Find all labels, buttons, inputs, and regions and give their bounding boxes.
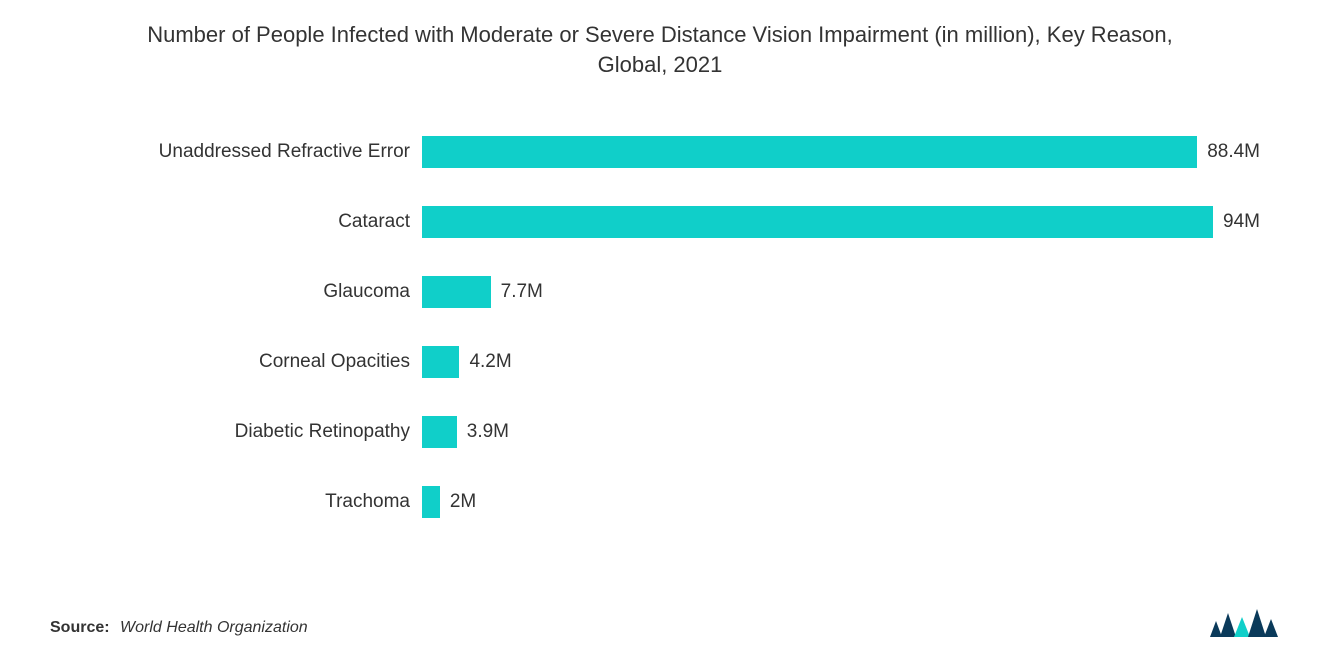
bar-row: Diabetic Retinopathy 3.9M	[60, 397, 1260, 467]
bar-track: 4.2M	[422, 346, 1260, 378]
source-line: Source: World Health Organization	[50, 619, 308, 637]
bar-row: Cataract 94M	[60, 187, 1260, 257]
value-label: 3.9M	[467, 421, 509, 443]
category-label: Unaddressed Refractive Error	[60, 141, 422, 163]
category-label: Glaucoma	[60, 281, 422, 303]
value-label: 88.4M	[1207, 141, 1260, 163]
bar-row: Trachoma 2M	[60, 467, 1260, 537]
category-label: Diabetic Retinopathy	[60, 421, 422, 443]
bar	[422, 416, 457, 448]
value-label: 4.2M	[469, 351, 511, 373]
brand-logo	[1210, 607, 1280, 643]
value-label: 94M	[1223, 211, 1260, 233]
category-label: Cataract	[60, 211, 422, 233]
bar	[422, 276, 491, 308]
bar	[422, 486, 440, 518]
source-label: Source:	[50, 619, 110, 636]
bar-track: 7.7M	[422, 276, 1260, 308]
bar	[422, 346, 459, 378]
chart-title: Number of People Infected with Moderate …	[0, 0, 1320, 87]
bar-track: 2M	[422, 486, 1260, 518]
value-label: 2M	[450, 491, 476, 513]
bar-row: Unaddressed Refractive Error 88.4M	[60, 117, 1260, 187]
category-label: Trachoma	[60, 491, 422, 513]
bar-row: Corneal Opacities 4.2M	[60, 327, 1260, 397]
bar-track: 94M	[422, 206, 1260, 238]
bar-track: 88.4M	[422, 136, 1260, 168]
bar-row: Glaucoma 7.7M	[60, 257, 1260, 327]
bar-track: 3.9M	[422, 416, 1260, 448]
category-label: Corneal Opacities	[60, 351, 422, 373]
chart-area: Unaddressed Refractive Error 88.4M Catarac…	[60, 117, 1260, 537]
bar	[422, 206, 1213, 238]
source-text: World Health Organization	[120, 619, 308, 636]
value-label: 7.7M	[501, 281, 543, 303]
chart-container: Number of People Infected with Moderate …	[0, 0, 1320, 665]
bar	[422, 136, 1197, 168]
